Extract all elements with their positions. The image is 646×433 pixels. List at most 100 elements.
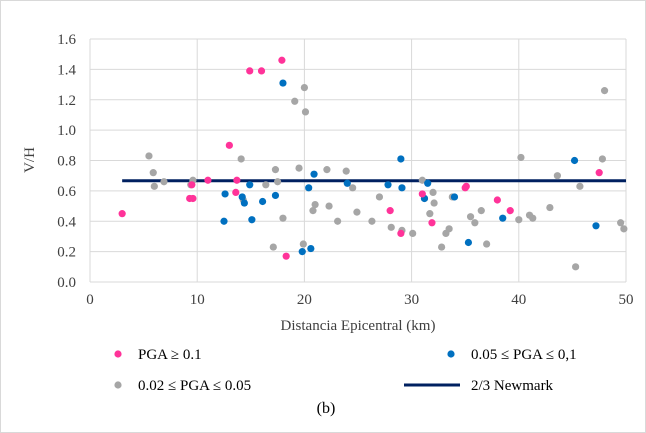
point-pga-low <box>353 208 361 216</box>
point-pga-high <box>386 207 394 215</box>
point-pga-low <box>291 97 299 105</box>
x-tick-label: 50 <box>619 292 634 308</box>
point-pga-low <box>466 213 475 221</box>
point-pga-mid <box>238 193 246 201</box>
gridlines <box>89 38 627 283</box>
x-axis-ticks: 0 10 20 30 40 50 <box>86 292 633 308</box>
point-pga-low <box>529 214 537 222</box>
point-pga-mid <box>271 191 280 200</box>
point-pga-low <box>295 164 303 172</box>
point-pga-low <box>600 87 609 95</box>
y-tick-label: 1.4 <box>57 62 76 78</box>
point-pga-low <box>237 155 245 163</box>
point-pga-low <box>477 207 485 215</box>
point-pga-low <box>409 229 417 237</box>
point-pga-low <box>620 225 628 233</box>
point-pga-mid <box>307 244 315 253</box>
point-pga-low <box>325 202 333 210</box>
point-pga-high <box>246 67 254 75</box>
point-pga-mid <box>310 170 318 178</box>
legend-marker-pga-high <box>114 350 122 358</box>
point-pga-mid <box>384 181 392 189</box>
point-pga-low <box>546 203 554 212</box>
point-pga-low <box>274 178 282 186</box>
x-tick-label: 20 <box>297 292 312 308</box>
point-pga-mid <box>450 193 459 201</box>
point-pga-high <box>225 141 233 149</box>
point-pga-mid <box>570 156 579 165</box>
y-tick-label: 0.8 <box>57 154 76 170</box>
y-tick-label: 0.2 <box>57 245 76 261</box>
point-pga-low <box>150 182 158 190</box>
point-pga-mid <box>398 184 406 192</box>
point-pga-mid <box>499 214 507 222</box>
point-pga-low <box>553 172 561 180</box>
legend-label-pga-high: PGA ≥ 0.1 <box>138 347 202 363</box>
point-pga-low <box>572 263 580 271</box>
point-pga-low <box>418 176 426 184</box>
point-pga-mid <box>240 199 248 207</box>
point-pga-low <box>387 223 395 231</box>
x-tick-label: 30 <box>404 292 419 308</box>
point-pga-high <box>188 181 196 189</box>
point-pga-high <box>232 188 240 196</box>
point-pga-low <box>301 108 310 116</box>
point-pga-high <box>257 67 266 75</box>
legend: PGA ≥ 0.1 0.05 ≤ PGA ≤ 0,1 0.02 ≤ PGA ≤ … <box>114 347 577 394</box>
point-pga-low <box>145 152 153 160</box>
point-pga-low <box>269 243 277 251</box>
legend-label-newmark: 2/3 Newmark <box>471 378 554 394</box>
point-pga-low <box>576 182 584 190</box>
point-pga-high <box>189 194 197 203</box>
y-tick-label: 1.0 <box>57 123 76 139</box>
point-pga-mid <box>258 197 267 206</box>
y-tick-label: 1.6 <box>57 32 76 48</box>
point-pga-mid <box>305 184 313 192</box>
point-pga-mid <box>424 179 432 187</box>
point-pga-high <box>397 229 405 237</box>
legend-label-pga-mid: 0.05 ≤ PGA ≤ 0,1 <box>471 347 577 363</box>
point-pga-low <box>429 188 437 196</box>
point-pga-mid <box>246 181 254 189</box>
point-pga-low <box>311 200 319 209</box>
point-pga-low <box>426 210 434 218</box>
point-pga-low <box>160 178 168 186</box>
point-pga-low <box>471 219 479 227</box>
y-tick-label: 0.0 <box>57 275 76 291</box>
point-pga-mid <box>298 248 306 256</box>
point-pga-high <box>428 219 436 227</box>
point-pga-high <box>418 190 426 198</box>
point-pga-mid <box>248 216 256 224</box>
point-pga-high <box>282 252 290 260</box>
point-pga-high <box>118 210 126 218</box>
point-pga-high <box>278 56 286 64</box>
point-pga-high <box>462 182 470 190</box>
point-pga-low <box>617 219 625 227</box>
legend-label-pga-low: 0.02 ≤ PGA ≤ 0.05 <box>138 378 251 394</box>
point-pga-mid <box>220 217 228 225</box>
point-pga-low <box>349 184 357 192</box>
x-tick-label: 40 <box>511 292 526 308</box>
point-pga-high <box>493 196 501 204</box>
point-pga-low <box>149 169 157 177</box>
point-pga-low <box>300 84 308 92</box>
point-pga-low <box>262 181 270 189</box>
point-pga-low <box>517 153 525 162</box>
point-pga-low <box>342 167 350 175</box>
point-pga-mid <box>343 179 351 187</box>
y-axis-title: V/H <box>22 147 38 173</box>
point-pga-low <box>598 155 607 163</box>
x-tick-label: 10 <box>190 292 205 308</box>
legend-marker-pga-low <box>114 381 122 389</box>
y-axis-ticks: 0.0 0.2 0.4 0.6 0.8 1.0 1.2 1.4 1.6 <box>57 32 76 291</box>
point-pga-low <box>334 217 342 225</box>
point-pga-low <box>483 240 491 248</box>
point-pga-high <box>506 207 514 215</box>
point-pga-low <box>368 217 376 225</box>
point-pga-high <box>233 176 241 184</box>
point-pga-mid <box>279 79 287 87</box>
point-pga-mid <box>464 238 473 247</box>
point-pga-low <box>279 214 287 222</box>
figure-caption: (b) <box>317 400 336 417</box>
point-pga-low <box>271 166 280 174</box>
